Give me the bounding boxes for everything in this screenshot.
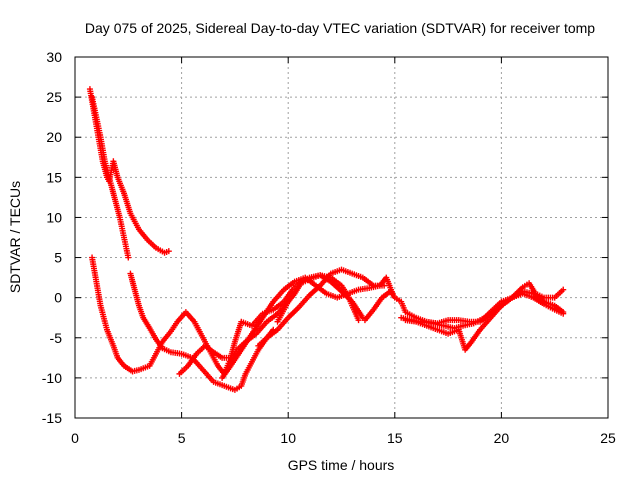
y-tick-label: 5 bbox=[54, 250, 62, 266]
y-tick-label: 25 bbox=[46, 89, 62, 105]
data-point bbox=[355, 317, 362, 324]
y-tick-label: -5 bbox=[50, 330, 63, 346]
x-tick-label: 0 bbox=[71, 430, 79, 446]
x-tick-label: 10 bbox=[280, 430, 296, 446]
x-axis-ticks: 0 5 10 15 20 25 bbox=[71, 57, 616, 446]
x-tick-label: 5 bbox=[178, 430, 186, 446]
y-tick-label: -15 bbox=[42, 410, 62, 426]
data-point bbox=[125, 254, 132, 261]
data-point bbox=[560, 286, 567, 293]
x-tick-label: 20 bbox=[494, 430, 510, 446]
y-axis-label: SDTVAR / TECUs bbox=[7, 181, 23, 293]
series-8 bbox=[274, 272, 366, 325]
data-point bbox=[165, 248, 172, 255]
y-tick-label: 0 bbox=[54, 290, 62, 306]
series-layer bbox=[86, 86, 567, 393]
y-tick-label: 20 bbox=[46, 129, 62, 145]
y-tick-label: 15 bbox=[46, 169, 62, 185]
y-tick-label: 10 bbox=[46, 209, 62, 225]
y-tick-label: -10 bbox=[42, 370, 62, 386]
x-tick-label: 15 bbox=[387, 430, 403, 446]
x-tick-label: 25 bbox=[600, 430, 616, 446]
series-2 bbox=[89, 94, 132, 261]
x-axis-label: GPS time / hours bbox=[288, 457, 395, 473]
series-7 bbox=[255, 266, 388, 349]
series-11 bbox=[398, 290, 567, 332]
data-point bbox=[560, 310, 567, 317]
y-tick-label: 30 bbox=[46, 49, 62, 65]
y-axis-ticks: -15 -10 -5 0 5 10 15 20 25 30 bbox=[42, 49, 608, 426]
plot-frame bbox=[74, 56, 609, 419]
data-point bbox=[381, 282, 388, 289]
chart-title: Day 075 of 2025, Sidereal Day-to-day VTE… bbox=[85, 20, 595, 36]
